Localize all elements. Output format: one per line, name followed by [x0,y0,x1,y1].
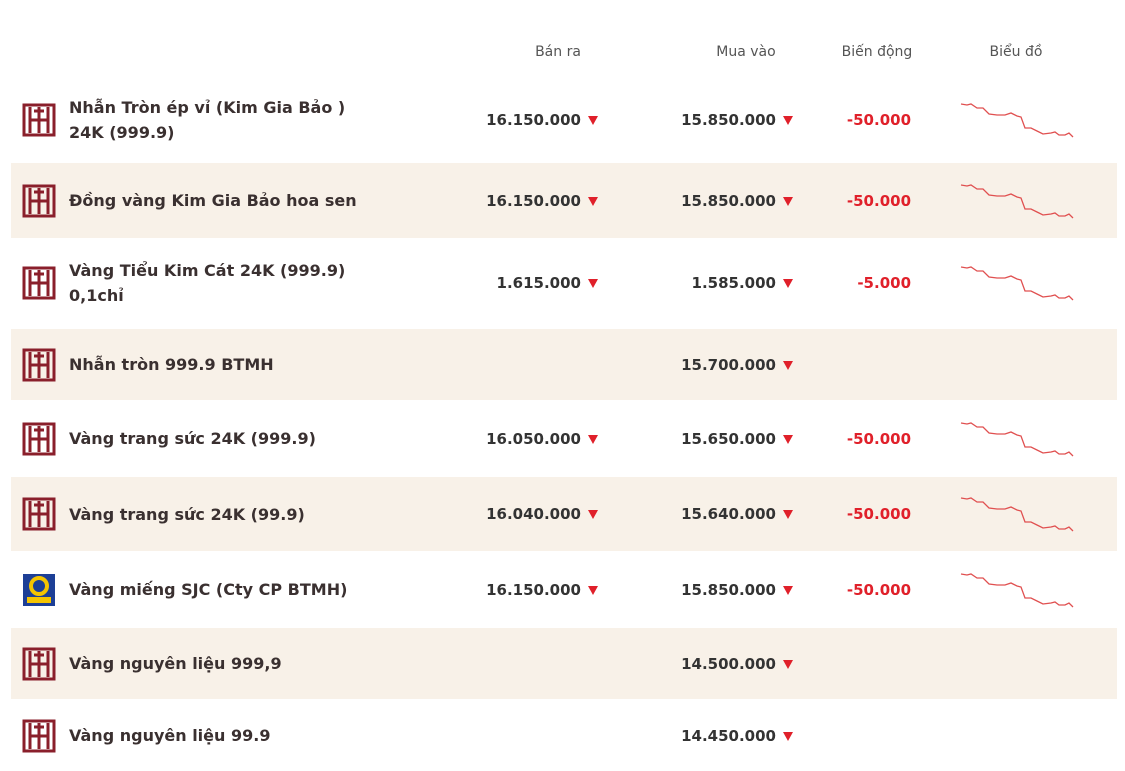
buy-price: 14.450.000 [681,726,776,745]
sparkline [960,183,1074,218]
down-arrow [783,434,793,444]
sparkline [960,497,1074,532]
buy-price: 1.585.000 [691,274,776,292]
buy-price: 15.850.000 [681,111,776,129]
buy-price: 15.700.000 [681,355,776,374]
brand-logo [23,573,55,606]
product-name: Vàng trang sức 24K (999.9) [69,429,316,448]
sparkline [960,266,1074,301]
down-arrow [588,434,598,444]
down-arrow [783,659,793,669]
down-arrow [783,585,793,595]
product-name: Vàng nguyên liệu 999,9 [69,654,282,673]
table-row [11,628,1117,699]
product-name: Nhẫn tròn 999.9 BTMH [69,355,274,374]
down-arrow [783,510,793,519]
sell-price: 1.615.000 [496,274,581,292]
brand-logo [22,184,56,217]
price-change: -50.000 [846,580,911,599]
down-arrow [588,116,598,125]
down-arrow [783,731,793,741]
product-name: Nhẫn Tròn ép vỉ (Kim Gia Bảo ) 24K (999.… [69,98,346,142]
header-change: Biến động [841,44,913,60]
buy-price: 15.650.000 [681,429,776,448]
product-name: Vàng trang sức 24K (99.9) [69,504,305,524]
down-arrow [783,196,793,206]
down-arrow [588,585,598,595]
down-arrow [783,116,793,125]
price-change: -5.000 [857,274,911,292]
price-change: -50.000 [846,111,911,129]
sell-price: 16.050.000 [486,429,581,448]
buy-price: 15.640.000 [681,505,776,523]
product-name: Đồng vàng Kim Gia Bảo hoa sen [69,191,357,210]
down-arrow [588,510,598,519]
price-change: -50.000 [846,191,911,210]
header-buy: Mua vào [716,44,776,60]
down-arrow [783,360,793,370]
product-name: Vàng miếng SJC (Cty CP BTMH) [69,580,348,599]
brand-logo [22,719,56,752]
down-arrow [783,279,793,288]
sell-price: 16.150.000 [486,191,581,210]
header-chart: Biểu đồ [989,44,1043,60]
product-name: Vàng nguyên liệu 99.9 [69,726,271,745]
price-change: -50.000 [846,429,911,448]
table-row [11,163,1117,238]
table-row [11,329,1117,400]
sparkline [960,421,1074,456]
brand-logo [22,266,56,300]
brand-logo [22,647,56,680]
buy-price: 15.850.000 [681,580,776,599]
product-name: Vàng Tiểu Kim Cát 24K (999.9) 0,1chỉ [69,261,346,305]
buy-price: 15.850.000 [681,191,776,210]
buy-price: 14.500.000 [681,654,776,673]
header-sell: Bán ra [535,44,581,60]
brand-logo [22,103,56,137]
down-arrow [588,279,598,288]
price-change: -50.000 [846,505,911,523]
sparkline [960,572,1074,607]
sell-price: 16.150.000 [486,111,581,129]
brand-logo [22,422,56,455]
sell-price: 16.040.000 [486,505,581,523]
brand-logo [22,497,56,531]
sparkline [960,103,1074,138]
table-row [11,477,1117,551]
sell-price: 16.150.000 [486,580,581,599]
down-arrow [588,196,598,206]
brand-logo [22,348,56,381]
